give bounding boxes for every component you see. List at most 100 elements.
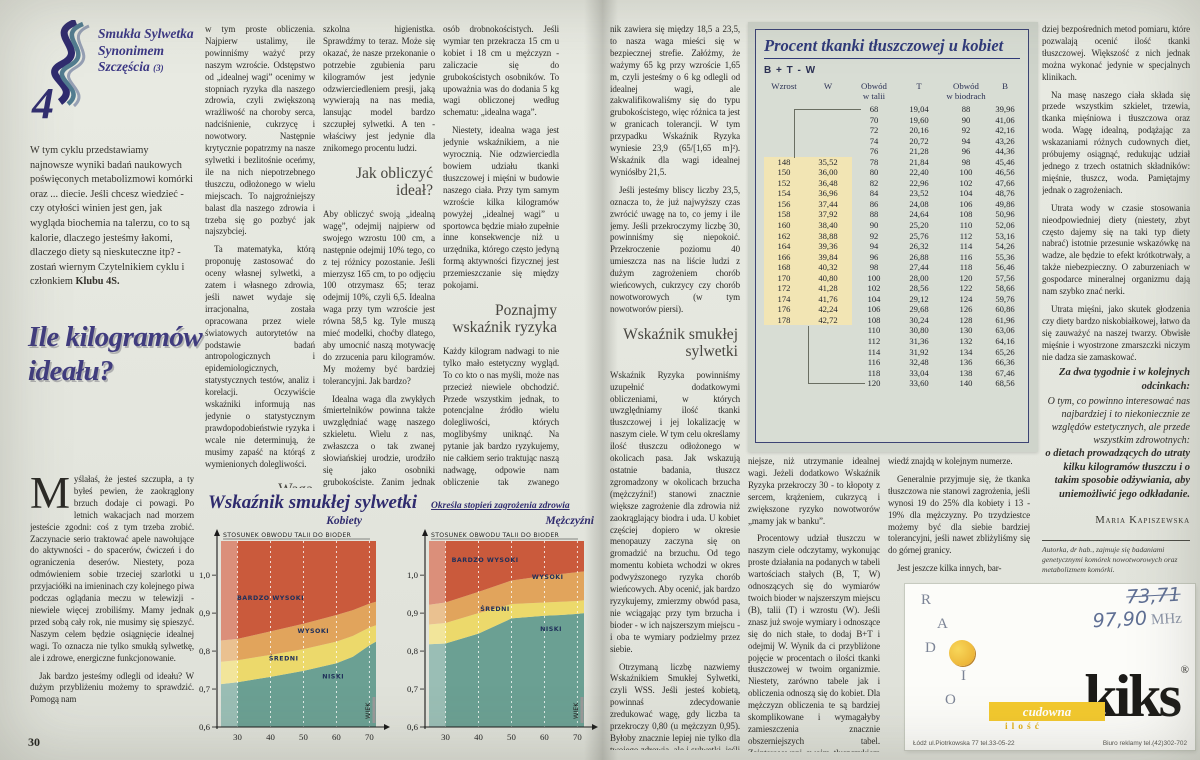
ad-tagline-ilosc: ilość <box>1005 722 1043 732</box>
table-cell: 160 <box>764 220 804 231</box>
svg-text:70: 70 <box>365 732 374 742</box>
table-cell: 58,66 <box>995 283 1015 294</box>
table-cell <box>804 325 852 336</box>
table-cell: 132 <box>959 336 973 347</box>
chart-label-men: Mężczyźni <box>545 515 594 527</box>
svg-text:BARDZO WYSOKI: BARDZO WYSOKI <box>237 595 304 602</box>
table-cell: 59,76 <box>995 293 1015 304</box>
chart-men: Mężczyźni NISKI ŚREDNI WYSOKI BARDZO WYSOKI… <box>402 515 598 752</box>
svg-text:ŚREDNI: ŚREDNI <box>269 654 299 663</box>
table-cell: 40,80 <box>804 272 852 284</box>
column-4: osób drobnokościstych. Jeśli wymiar ten … <box>443 24 559 488</box>
paragraph: wiedź znajdą w kolejnym numerze. <box>888 456 1013 466</box>
table-cell: 98 <box>961 156 971 167</box>
series-number: 4 <box>32 79 54 128</box>
paragraph: niejsze, niż utrzymanie idealnej wagi. J… <box>748 456 880 526</box>
table-cell: 110 <box>867 325 881 336</box>
table-cell <box>764 368 804 379</box>
table-cell: 82 <box>869 177 879 188</box>
table-cell: 45,46 <box>995 156 1015 167</box>
ad-frequency-unit: MHz <box>1150 610 1183 629</box>
table-cell: 48,76 <box>995 188 1015 199</box>
intro-club-name: Klubu 4S. <box>75 276 120 288</box>
table-cell: 86 <box>869 198 879 209</box>
paragraph: Utrata mięśni, jako skutek głodzenia czy… <box>1042 303 1190 360</box>
series-issue: (3) <box>153 63 164 73</box>
column-7: wiedź znajdą w kolejnym numerze. General… <box>888 456 1030 580</box>
table-cell <box>764 104 804 115</box>
table-cell: 112 <box>959 230 973 241</box>
registered-mark-icon: ® <box>1180 664 1189 676</box>
table-row: 176 42,24 106 29,68 126 60,86 <box>764 304 1020 315</box>
table-cell: 100 <box>959 167 973 178</box>
table-cell: 88 <box>869 209 879 220</box>
table-cell: 38,88 <box>804 230 852 242</box>
svg-text:60: 60 <box>540 732 549 742</box>
paragraph: szkolna higienistka. Sprawdźmy to teraz.… <box>323 24 435 154</box>
table-cell: 57,56 <box>995 272 1015 283</box>
table-cell <box>764 347 804 358</box>
table-cell <box>764 336 804 347</box>
table-cell: 36,48 <box>804 177 852 189</box>
paragraph: Procentowy udział tłuszczu w naszym ciel… <box>748 533 880 752</box>
svg-text:1,0: 1,0 <box>199 570 211 580</box>
table-cell: 35,52 <box>804 156 852 168</box>
table-cell: 47,66 <box>995 177 1015 188</box>
table-cell: 70 <box>869 114 879 125</box>
table-cell <box>804 368 852 379</box>
table-cell: 56,46 <box>995 262 1015 273</box>
author-note: Autorka, dr hab., zajmuje się badaniami … <box>1042 540 1190 574</box>
promo-emphasis: o dietach prowadzących do utraty kilku k… <box>1045 448 1190 500</box>
table-cell: 72 <box>869 125 879 136</box>
table-cell: 168 <box>764 262 804 273</box>
table-cell: 21,28 <box>909 146 929 157</box>
svg-text:WYSOKI: WYSOKI <box>298 628 330 635</box>
table-cell: 49,86 <box>995 198 1015 209</box>
table-header-cell: T <box>916 81 922 91</box>
table-header-cell: B <box>1002 81 1008 91</box>
table-cell: 33,04 <box>909 367 929 378</box>
table-cell: 154 <box>764 188 804 199</box>
svg-text:WYSOKI: WYSOKI <box>532 574 564 581</box>
table-cell: 37,92 <box>804 209 852 221</box>
table-cell: 64,16 <box>995 336 1015 347</box>
table-cell: 96 <box>869 251 879 262</box>
table-cell: 25,76 <box>909 230 929 241</box>
table-cell: 114 <box>867 346 881 357</box>
table-row: 172 41,28 102 28,56 122 58,66 <box>764 283 1020 294</box>
fat-table: Procent tkanki tłuszczowej u kobiet B + … <box>755 29 1029 443</box>
table-cell: 30,24 <box>909 314 929 325</box>
table-cell: 61,96 <box>995 314 1015 325</box>
dropcap: M <box>30 474 70 518</box>
table-cell: 134 <box>959 346 973 357</box>
column-2: w tym proste obliczenia. Najpierw ustali… <box>205 24 315 488</box>
paragraph: Otrzymaną liczbę nazwiemy Wskaźnikiem Sm… <box>610 661 740 751</box>
svg-text:30: 30 <box>441 732 450 742</box>
table-cell: 37,44 <box>804 198 852 210</box>
table-cell: 22,96 <box>909 177 929 188</box>
table-cell: 120 <box>867 378 881 389</box>
table-cell: 110 <box>959 220 973 231</box>
ad-frequency-new: 97,90 <box>1091 607 1148 633</box>
table-header-cell: Obwód w biodrach <box>946 81 986 101</box>
table-cell: 42,72 <box>804 314 852 326</box>
area-chart-women: NISKI ŚREDNI WYSOKI BARDZO WYSOKI 1,0 0,9 0,8 0… <box>194 529 390 752</box>
table-header-cell: Wzrost <box>771 81 797 91</box>
table-cell: 29,12 <box>909 293 929 304</box>
table-header-cell: Obwód w talii <box>861 81 887 101</box>
table-cell: 164 <box>764 241 804 252</box>
table-cell: 42,24 <box>804 304 852 315</box>
table-cell: 158 <box>764 209 804 221</box>
chart-label-women: Kobiety <box>326 515 362 527</box>
table-cell <box>764 146 804 157</box>
column-3: szkolna higienistka. Sprawdźmy to teraz.… <box>323 24 435 488</box>
svg-text:50: 50 <box>507 732 516 742</box>
table-cell: 116 <box>959 251 973 262</box>
table-cell: 53,16 <box>995 230 1015 241</box>
table-row: 150 36,00 80 22,40 100 46,56 <box>764 167 1020 178</box>
table-cell: 84 <box>869 188 879 199</box>
chart-women: Kobiety NISKI ŚREDNI WYSOKI BARDZO WYSOKI 1,… <box>194 515 390 752</box>
table-cell: 25,20 <box>909 220 929 231</box>
